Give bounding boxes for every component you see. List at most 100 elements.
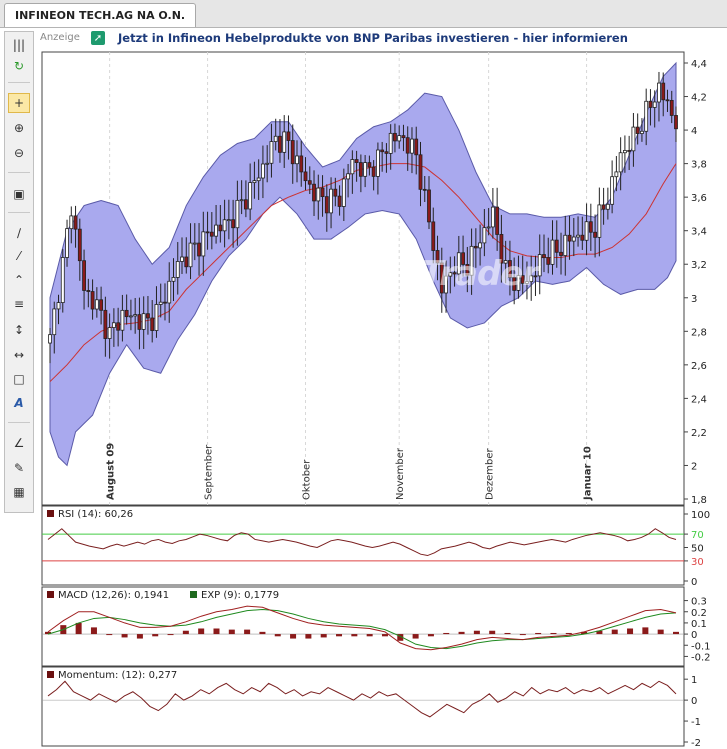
toolbar-separator [8,212,30,213]
tool-palette: ||| ↻ + ⊕ ⊖ ▣ ∕ ⁄ ⌃ ≡ ↕ ↔ □ A ∠ ✎ ▦ [4,31,34,513]
candle-body [290,140,295,165]
candle-body [605,203,610,210]
macd-histogram-bar [90,627,97,635]
polyline-icon[interactable]: ⌃ [13,273,25,287]
moving-average-line [49,163,677,382]
candle-body [512,276,517,291]
grip-icon[interactable]: ||| [12,38,26,52]
compass-icon[interactable]: ∠ [13,436,25,450]
line-icon[interactable]: ∕ [16,226,22,240]
candle-body [129,315,133,318]
ad-banner[interactable]: Anzeige ➚ Jetzt in Infineon Hebelprodukt… [38,29,685,49]
candle-body [82,260,86,291]
candle-body [452,272,457,275]
macd-histogram-bar [274,634,281,637]
candle-body [542,254,546,259]
candle-body [197,242,201,257]
momentum-panel-frame [41,666,685,747]
candle-body [669,99,674,116]
candle-body [580,234,585,241]
candle-body [158,301,163,305]
candle-body [358,162,363,177]
candle-body [520,275,525,284]
candle-body [86,290,91,292]
candle-body [180,256,184,262]
candle-body [337,195,342,207]
macd-histogram-bar [167,634,174,636]
candle-body [393,132,397,142]
x-tick-label: September [204,444,215,500]
candle-body [60,257,65,303]
candle-body [627,150,632,152]
screen-icon[interactable]: ▣ [13,187,25,201]
candle-body [124,309,129,318]
ad-link[interactable]: Jetzt in Infineon Hebelprodukte von BNP … [118,31,628,45]
vertical-line-icon[interactable]: ↕ [13,323,25,337]
candle-body [167,280,172,304]
x-tick-label: November [395,447,406,500]
macd-histogram-bar [458,631,465,635]
y-tick-label: 2,6 [691,361,707,372]
candle-body [231,219,236,229]
x-tick-label: August 09 [106,443,117,500]
candle-body [601,204,606,210]
candle-body [103,309,108,339]
channel-icon[interactable]: ⁄ [17,249,20,263]
candle-body [588,221,593,233]
macd-histogram-bar [336,634,343,637]
x-tick-label: Dezember [485,448,496,500]
macd-histogram-bar [198,628,205,635]
y-tick-label: 0.2 [691,608,707,619]
candle-body [184,256,189,268]
macd-histogram-bar [75,622,82,635]
text-icon[interactable]: A [14,396,24,410]
fibonacci-icon[interactable]: ≡ [13,297,25,311]
horizontal-line-icon[interactable]: ↔ [13,348,25,362]
candle-body [107,327,112,339]
candle-body [563,234,568,256]
candle-body [111,322,116,328]
crosshair-icon[interactable]: + [8,93,30,113]
candle-body [618,152,623,173]
candle-body [90,291,95,310]
y-tick-label: 1 [691,675,697,686]
candle-body [346,173,350,180]
palette-icon[interactable]: ▦ [13,485,25,499]
macd-histogram-bar [351,634,358,637]
macd-histogram-bar [673,631,679,635]
candle-body [209,231,214,237]
macd-histogram-bar [627,628,634,635]
candle-body [52,308,57,336]
candle-body [665,99,670,102]
y-tick-label: 100 [691,510,710,521]
candle-body [495,206,500,235]
tab-instrument[interactable]: INFINEON TECH.AG NA O.N. [4,3,197,27]
toolbar-separator [8,422,30,423]
candles [48,71,678,364]
candle-body [371,166,376,177]
candle-body [214,224,218,237]
momentum-legend-swatch [47,671,54,678]
toolbar-separator [8,172,30,173]
refresh-icon[interactable]: ↻ [13,59,25,73]
macd-histogram-bar [290,634,297,639]
candle-body [486,226,491,229]
rectangle-icon[interactable]: □ [13,372,25,386]
pencil-icon[interactable]: ✎ [13,461,25,475]
candle-body [324,196,329,214]
y-tick-label: 0 [691,630,697,641]
macd-histogram-bar [473,630,480,635]
y-tick-label: 2,2 [691,428,707,439]
y-tick-label: -0.2 [691,652,711,663]
zoom-in-icon[interactable]: ⊕ [13,121,25,135]
macd-histogram-bar [320,634,327,638]
candle-body [622,150,627,154]
macd-histogram-bar [489,630,496,635]
macd-histogram-bar [443,632,450,635]
rsi-legend-label: RSI (14): 60,26 [58,509,133,520]
candle-body [201,231,206,257]
candle-body [473,245,478,249]
zoom-out-icon[interactable]: ⊖ [13,146,25,160]
candle-body [350,159,355,175]
